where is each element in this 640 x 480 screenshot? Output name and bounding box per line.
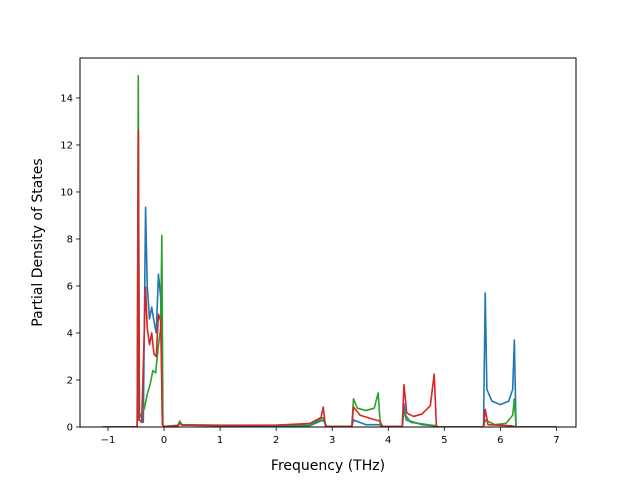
x-axis-ticks: −1 0 1 2 3 4 5 6 7 <box>101 427 560 446</box>
y-axis-ticks: 0 2 4 6 8 10 12 14 <box>60 93 80 434</box>
axes-frame <box>79 57 577 428</box>
x-tick-label: 4 <box>385 435 391 446</box>
x-tick-label: 1 <box>217 435 223 446</box>
y-tick-label: 8 <box>67 234 73 245</box>
plot-area <box>102 74 557 427</box>
x-tick-label: 5 <box>441 435 447 446</box>
x-tick-label: 0 <box>161 435 167 446</box>
x-tick-label: 3 <box>329 435 335 446</box>
x-tick-label: 6 <box>497 435 503 446</box>
series-line-3 <box>102 130 557 427</box>
x-axis-label: Frequency (THz) <box>271 458 385 474</box>
x-tick-label: −1 <box>101 435 116 446</box>
y-tick-label: 0 <box>67 423 73 434</box>
y-tick-label: 14 <box>60 93 73 104</box>
y-axis-label: Partial Density of States <box>30 158 46 326</box>
y-tick-label: 12 <box>60 140 73 151</box>
x-tick-label: 7 <box>553 435 559 446</box>
y-tick-label: 2 <box>67 375 73 386</box>
y-tick-label: 10 <box>60 187 73 198</box>
y-tick-label: 6 <box>67 281 73 292</box>
y-tick-label: 4 <box>67 328 73 339</box>
x-tick-label: 2 <box>273 435 279 446</box>
